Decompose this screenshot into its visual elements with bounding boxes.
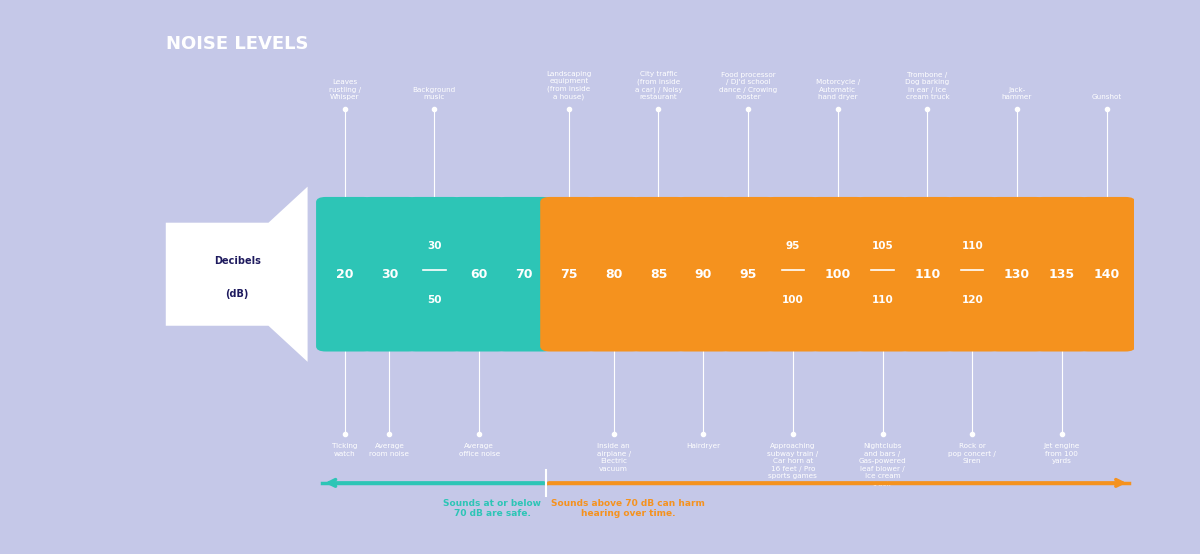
FancyBboxPatch shape <box>809 197 866 352</box>
FancyBboxPatch shape <box>450 197 508 352</box>
FancyBboxPatch shape <box>943 197 1001 352</box>
Text: 140: 140 <box>1093 268 1120 281</box>
Text: 95: 95 <box>739 268 757 281</box>
Text: 85: 85 <box>649 268 667 281</box>
Text: Sounds at or below
70 dB are safe.: Sounds at or below 70 dB are safe. <box>444 499 541 519</box>
FancyBboxPatch shape <box>720 197 776 352</box>
Text: 50: 50 <box>427 295 442 305</box>
Text: City traffic
(from inside
a car) / Noisy
restaurant: City traffic (from inside a car) / Noisy… <box>635 70 683 100</box>
Text: Motorcycle /
Automatic
hand dryer: Motorcycle / Automatic hand dryer <box>816 79 860 100</box>
Text: Jet engine
from 100
yards: Jet engine from 100 yards <box>1044 443 1080 464</box>
Text: 100: 100 <box>782 295 804 305</box>
FancyBboxPatch shape <box>586 197 642 352</box>
Text: 90: 90 <box>695 268 712 281</box>
FancyBboxPatch shape <box>764 197 822 352</box>
FancyBboxPatch shape <box>361 197 418 352</box>
Text: 30: 30 <box>380 268 398 281</box>
Text: 60: 60 <box>470 268 488 281</box>
Text: Leaves
rustling /
Whisper: Leaves rustling / Whisper <box>329 79 361 100</box>
Text: 75: 75 <box>560 268 577 281</box>
FancyBboxPatch shape <box>540 197 598 352</box>
Text: Hairdryer: Hairdryer <box>686 443 720 449</box>
Text: 110: 110 <box>871 295 894 305</box>
Text: 30: 30 <box>427 241 442 251</box>
Text: Food processor
/ DJ'd school
dance / Crowing
rooster: Food processor / DJ'd school dance / Cro… <box>719 71 778 100</box>
Text: Ticking
watch: Ticking watch <box>332 443 358 456</box>
Text: 130: 130 <box>1004 268 1030 281</box>
Text: Nightclubs
and bars /
Gas-powered
leaf blower /
Ice cream
truck: Nightclubs and bars / Gas-powered leaf b… <box>859 443 906 487</box>
FancyBboxPatch shape <box>1078 197 1135 352</box>
FancyBboxPatch shape <box>854 197 911 352</box>
Text: Decibels: Decibels <box>214 257 260 266</box>
Text: 105: 105 <box>871 241 894 251</box>
Text: Gunshot: Gunshot <box>1092 94 1122 100</box>
Text: Background
music: Background music <box>413 86 456 100</box>
Text: NOISE LEVELS: NOISE LEVELS <box>166 35 308 53</box>
Text: 135: 135 <box>1049 268 1075 281</box>
FancyBboxPatch shape <box>989 197 1045 352</box>
Text: Average
room noise: Average room noise <box>370 443 409 456</box>
FancyBboxPatch shape <box>899 197 956 352</box>
Text: 95: 95 <box>786 241 800 251</box>
Text: (dB): (dB) <box>226 289 248 299</box>
Text: 70: 70 <box>515 268 533 281</box>
FancyBboxPatch shape <box>496 197 552 352</box>
Text: 110: 110 <box>961 241 983 251</box>
FancyBboxPatch shape <box>1033 197 1091 352</box>
Text: 80: 80 <box>605 268 623 281</box>
Text: 120: 120 <box>961 295 983 305</box>
Text: Approaching
subway train /
Car horn at
16 feet / Pro
sports games: Approaching subway train / Car horn at 1… <box>767 443 818 479</box>
Text: Average
office noise: Average office noise <box>458 443 499 456</box>
Text: Rock or
pop concert /
Siren: Rock or pop concert / Siren <box>948 443 996 464</box>
FancyBboxPatch shape <box>406 197 463 352</box>
Text: 110: 110 <box>914 268 941 281</box>
Polygon shape <box>166 187 307 362</box>
FancyBboxPatch shape <box>316 197 373 352</box>
Text: Sounds above 70 dB can harm
hearing over time.: Sounds above 70 dB can harm hearing over… <box>551 499 706 519</box>
FancyBboxPatch shape <box>674 197 732 352</box>
Text: 100: 100 <box>824 268 851 281</box>
Text: Trombone /
Dog barking
in ear / Ice
cream truck: Trombone / Dog barking in ear / Ice crea… <box>905 71 949 100</box>
Text: Landscaping
equipment
(from inside
a house): Landscaping equipment (from inside a hou… <box>546 70 592 100</box>
Text: 20: 20 <box>336 268 354 281</box>
FancyBboxPatch shape <box>630 197 688 352</box>
Text: Jack-
hammer: Jack- hammer <box>1002 86 1032 100</box>
Text: Inside an
airplane /
Electric
vacuum: Inside an airplane / Electric vacuum <box>596 443 631 471</box>
